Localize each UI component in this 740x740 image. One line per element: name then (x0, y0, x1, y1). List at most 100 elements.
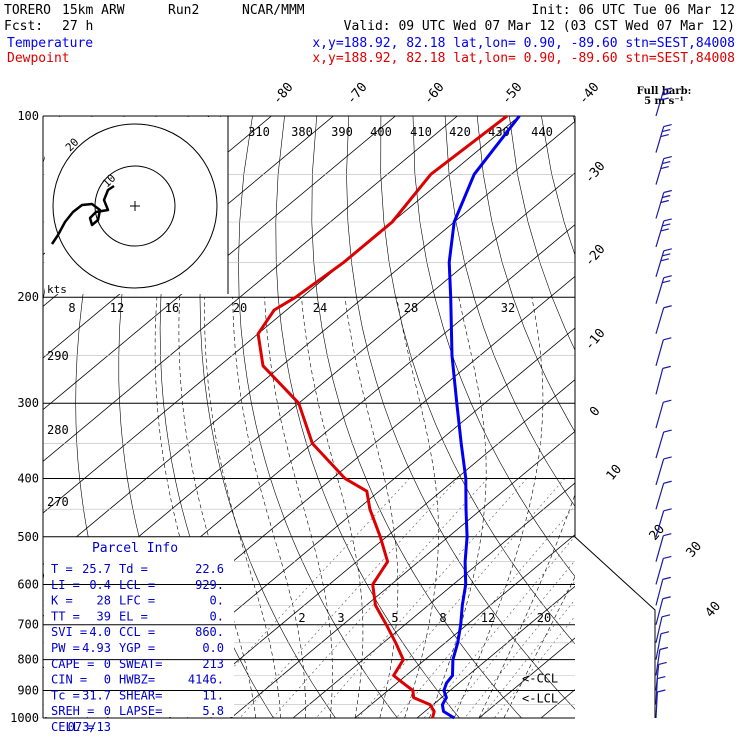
parcel-info-value: 4.0 (89, 625, 111, 639)
wind-barb-staff (655, 579, 664, 606)
wind-barb (655, 596, 671, 625)
wind-barb-staff (655, 158, 665, 185)
wind-barb (655, 533, 672, 562)
wind-barb-staff (655, 649, 661, 676)
temperature-tick-label: -80 (270, 80, 297, 108)
wind-barb-flag (663, 533, 672, 537)
isotherm-line (43, 120, 575, 566)
isotherm-line (292, 482, 575, 718)
wind-barb-flag (663, 156, 672, 160)
parcel-info-row: Tc = 31.7 SHEAR= 11. (51, 688, 224, 702)
isotherm-line (43, 116, 396, 411)
parcel-info-key: SVI = (51, 625, 87, 639)
level-marker: <-LCL (522, 692, 558, 706)
hodograph-unit: kts (47, 283, 67, 296)
parcel-info-key: YGP = (119, 641, 155, 655)
wind-barb-flag (662, 92, 671, 96)
parcel-info-row: TT = 39 EL = 0. (51, 609, 224, 623)
level-markers: <-CCL <-LCL (522, 672, 558, 706)
dry-adiabat (638, 116, 740, 718)
parcel-info-row: PW = 4.93 YGP = 0.0 (51, 641, 224, 655)
mixing-ratio-label: 12 (110, 301, 124, 315)
header: TORERO 15km ARW Run2 NCAR/MMM Init: 06 U… (4, 3, 735, 66)
parcel-info-value: 073/13 (68, 720, 111, 734)
theta-label: 440 (531, 125, 553, 139)
parcel-info-value: 0.4 (89, 578, 111, 592)
parcel-info-value: 0. (210, 609, 224, 623)
parcel-info-value: 213 (202, 657, 224, 671)
wind-barb-flag (659, 646, 669, 651)
temperature-legend: Temperature (7, 36, 93, 51)
dry-adiabat (670, 116, 740, 718)
wind-barb-staff (655, 368, 664, 395)
isotherm-line (354, 534, 575, 718)
parcel-info-title: Parcel Info (92, 541, 178, 556)
theta-label: 410 (410, 125, 432, 139)
fcst-label: Fcst: (4, 19, 43, 34)
wind-barb-flag (660, 133, 669, 138)
hodograph-ring (52, 123, 218, 289)
pressure-tick-label: 1000 (10, 711, 39, 725)
temperature-tick-label: 0 (587, 404, 604, 420)
pressure-tick-label: 400 (17, 471, 39, 485)
wind-barb-staff (655, 431, 665, 459)
wind-barb-flag (662, 253, 671, 257)
parcel-info-key: TT = (51, 609, 80, 623)
parcel-info-value: 4146. (188, 673, 224, 687)
isotherm-line (43, 116, 458, 462)
wind-barb (655, 646, 669, 676)
parcel-background (44, 537, 234, 717)
wind-barb-staff (655, 691, 658, 719)
mixing-ratio-label: 24 (313, 301, 327, 315)
wind-barb (655, 576, 671, 606)
theta-label: 380 (291, 125, 313, 139)
pressure-tick-label: 700 (17, 618, 39, 632)
wind-key-line1: Full barb: (637, 86, 692, 97)
wind-barb-flag (660, 166, 669, 170)
wind-barb-flag (663, 87, 672, 91)
wind-barb-flag (663, 189, 672, 194)
parcel-info-value: 28 (97, 594, 111, 608)
temperature-tick-label: -10 (582, 326, 609, 354)
wind-barb-flag (663, 456, 672, 460)
moist-adiabat (264, 297, 333, 718)
wind-barb-flag (661, 614, 671, 618)
isotherm-line (478, 637, 575, 718)
wind-barb (655, 480, 672, 510)
wind-barb-staff (655, 535, 664, 562)
parcel-info-value: 39 (97, 609, 111, 623)
isotherm-line (168, 379, 575, 718)
wind-barb-staff (655, 126, 665, 153)
wind-barb-flag (663, 218, 672, 222)
wind-barb-flag (657, 676, 666, 680)
parcel-info-value: 11. (202, 688, 224, 702)
wind-barbs (655, 87, 672, 719)
wind-barb (655, 156, 672, 185)
parcel-info-key: K = (51, 594, 73, 608)
dry-adiabat (476, 116, 575, 433)
parcel-info-value: 860. (195, 625, 224, 639)
wind-barb-staff (655, 510, 665, 537)
parcel-info-key: LFC = (119, 594, 155, 608)
wind-key-line2: 5 m s⁻¹ (644, 96, 684, 107)
wind-barb-flag (662, 596, 671, 600)
pressure-tick-label: 800 (17, 653, 39, 667)
wind-barb (655, 676, 666, 705)
moist-adiabat (396, 297, 439, 718)
pressure-tick-label: 600 (17, 577, 39, 591)
wind-barb-staff (655, 220, 665, 248)
wind-barb-flag (662, 576, 671, 580)
wind-barb (655, 218, 672, 248)
parcel-info-value: 31.7 (82, 688, 111, 702)
isotherm-line (603, 116, 740, 718)
mixing-ratio-label: 16 (165, 301, 179, 315)
isotherm-line (540, 689, 575, 718)
wind-barb (655, 508, 672, 537)
wind-barb-flag (663, 123, 672, 128)
wind-barb-flag (663, 508, 672, 512)
parcel-info-key: LAPSE= (119, 704, 162, 718)
parcel-info-key: CCL = (119, 625, 155, 639)
mixing-ratio-label: 5 (391, 611, 398, 625)
wind-barb-flag (662, 365, 671, 369)
wind-barb-flag (660, 228, 669, 232)
